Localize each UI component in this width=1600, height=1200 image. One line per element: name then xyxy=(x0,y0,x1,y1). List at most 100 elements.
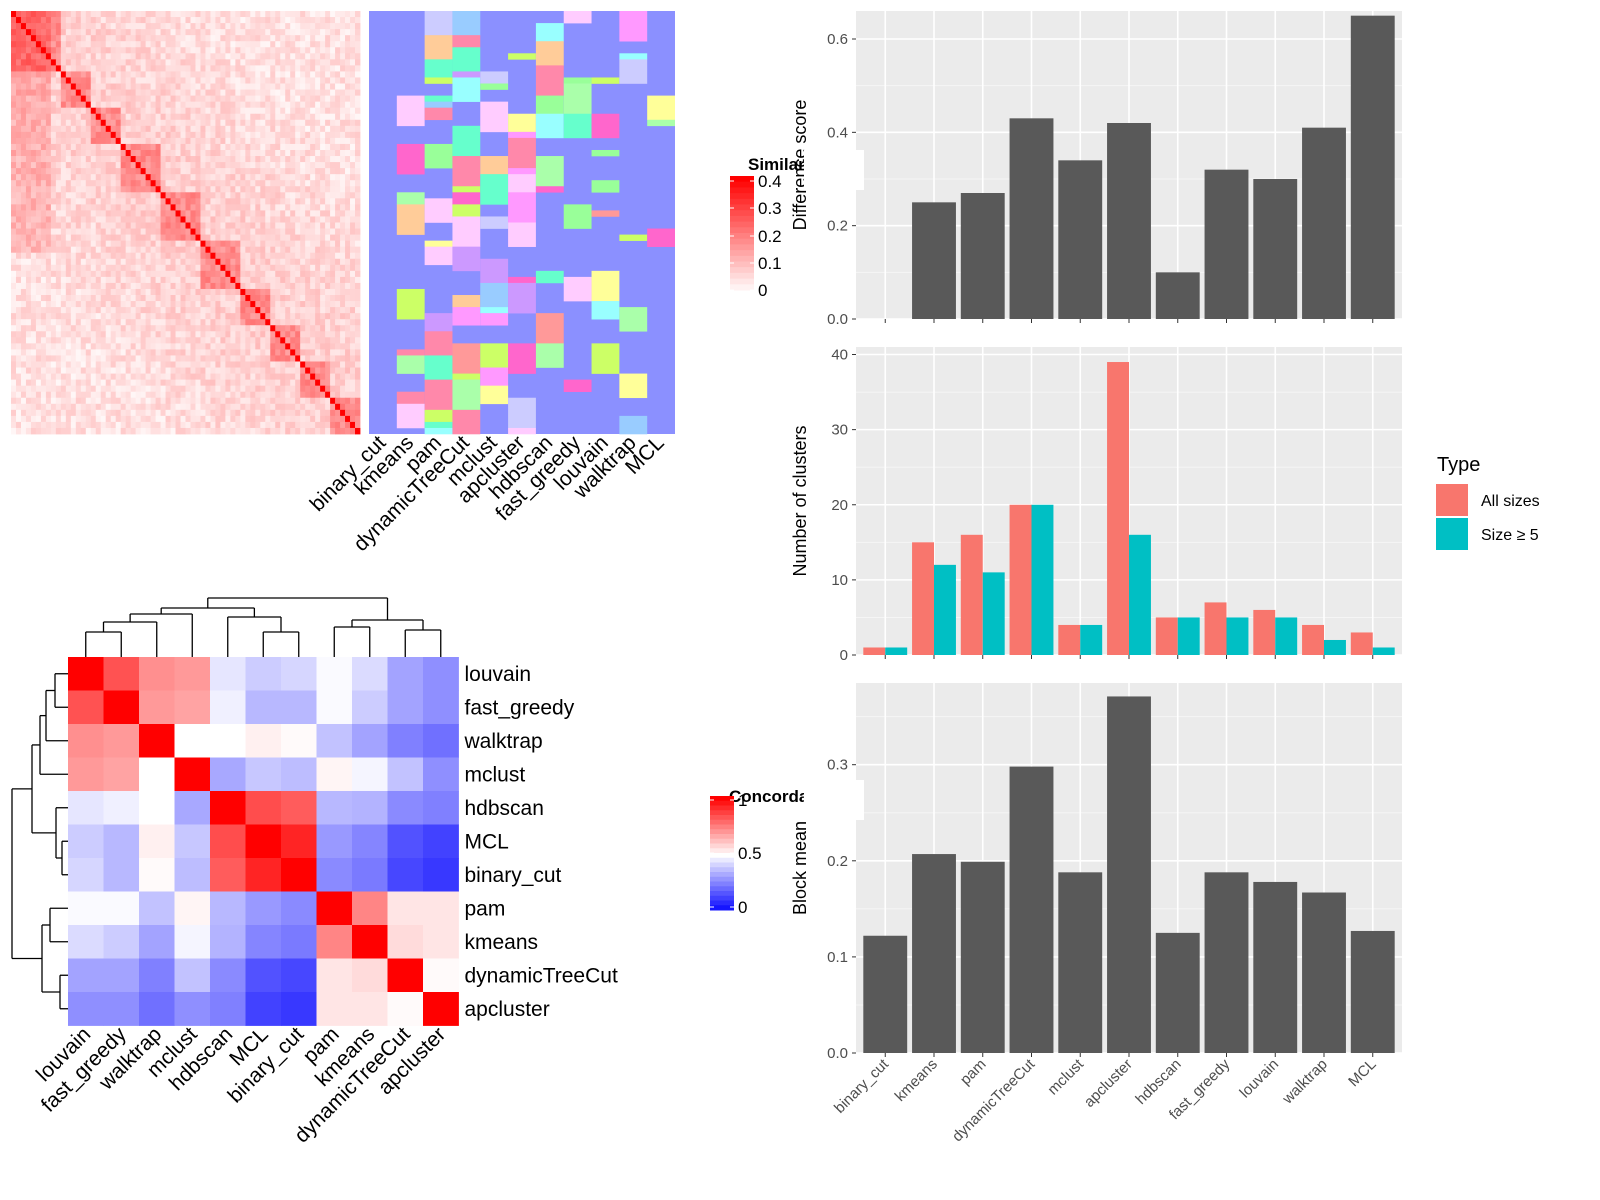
similarity-cell xyxy=(355,168,361,175)
similarity-cell xyxy=(280,270,286,278)
similarity-cell xyxy=(315,307,321,314)
similarity-cell xyxy=(305,373,311,381)
similarity-cell xyxy=(11,59,17,66)
similarity-cell xyxy=(95,270,102,278)
similarity-cell xyxy=(150,83,156,90)
similarity-cell xyxy=(245,29,251,36)
similarity-cell xyxy=(25,143,32,151)
similarity-cell xyxy=(315,403,321,411)
similarity-cell xyxy=(355,234,361,242)
similarity-cell xyxy=(295,313,301,320)
similarity-cell xyxy=(225,234,231,242)
similarity-cell xyxy=(210,149,216,157)
similarity-cell xyxy=(120,65,127,72)
similarity-cell xyxy=(30,192,37,199)
similarity-cell xyxy=(285,101,291,109)
similarity-cell xyxy=(165,325,171,332)
similarity-cell xyxy=(310,143,316,151)
similarity-cell xyxy=(125,107,132,115)
similarity-cell xyxy=(25,149,32,157)
similarity-cell xyxy=(130,23,137,30)
similarity-cell xyxy=(305,282,311,290)
cluster-cell xyxy=(452,35,481,48)
similarity-cell xyxy=(205,65,211,72)
similarity-cell xyxy=(355,427,361,435)
similarity-cell xyxy=(215,95,221,103)
similarity-cell xyxy=(295,186,301,193)
similarity-cell xyxy=(130,276,137,284)
similarity-cell xyxy=(350,313,356,320)
similarity-cell xyxy=(250,41,256,48)
similarity-cell xyxy=(320,288,326,296)
similarity-cell xyxy=(180,168,186,175)
similarity-cell xyxy=(255,228,261,235)
similarity-cell xyxy=(90,65,97,72)
similarity-cell xyxy=(290,204,296,211)
similarity-cell xyxy=(35,174,42,181)
similarity-cell xyxy=(265,71,271,78)
similarity-cell xyxy=(215,210,221,217)
similarity-cell xyxy=(80,180,87,187)
similarity-cell xyxy=(25,198,32,205)
similarity-cell xyxy=(180,59,186,66)
similarity-cell xyxy=(200,17,206,24)
similarity-cell xyxy=(50,204,57,211)
similarity-cell xyxy=(160,301,166,308)
similarity-cell xyxy=(110,222,117,229)
similarity-cell xyxy=(230,162,236,169)
similarity-cell xyxy=(255,53,261,60)
similarity-cell xyxy=(145,391,151,399)
similarity-cell xyxy=(15,119,22,127)
similarity-cell xyxy=(185,204,191,211)
similarity-cell xyxy=(295,403,301,411)
similarity-cell xyxy=(345,113,351,121)
similarity-cell xyxy=(65,379,72,387)
similarity-cell xyxy=(130,216,137,223)
similarity-cell xyxy=(330,101,336,109)
similarity-cell xyxy=(145,35,151,42)
similarity-cell xyxy=(250,276,256,284)
similarity-cell xyxy=(65,367,72,374)
similarity-cell xyxy=(60,41,67,48)
similarity-cell xyxy=(125,119,132,127)
similarity-cell xyxy=(145,47,151,54)
similarity-cell xyxy=(315,83,321,90)
similarity-cell xyxy=(105,71,112,78)
similarity-cell xyxy=(175,252,181,260)
similarity-cell xyxy=(45,337,52,344)
similarity-cell xyxy=(290,137,296,145)
similarity-cell xyxy=(305,131,311,139)
cluster-cell xyxy=(452,77,481,102)
similarity-cell xyxy=(225,210,231,217)
similarity-cell xyxy=(130,355,137,362)
similarity-cell xyxy=(100,180,107,187)
similarity-cell xyxy=(110,373,117,381)
similarity-cell xyxy=(205,319,211,326)
similarity-cell xyxy=(180,180,186,187)
similarity-cell xyxy=(280,276,286,284)
similarity-cell xyxy=(165,361,171,368)
similarity-cell xyxy=(305,295,311,302)
similarity-cell xyxy=(225,174,231,181)
similarity-cell xyxy=(270,276,276,284)
similarity-cell xyxy=(200,337,206,344)
similarity-cell xyxy=(160,337,166,344)
similarity-cell xyxy=(11,319,17,326)
similarity-cell xyxy=(265,385,271,393)
similarity-cell xyxy=(155,29,161,36)
similarity-cell xyxy=(80,301,87,308)
similarity-cell xyxy=(135,258,142,266)
similarity-cell xyxy=(215,53,221,60)
similarity-cell xyxy=(250,403,256,411)
similarity-cell xyxy=(65,391,72,399)
similarity-cell xyxy=(225,198,231,205)
similarity-cell xyxy=(355,107,361,115)
similarity-cell xyxy=(255,409,261,417)
similarity-cell xyxy=(320,276,326,284)
similarity-cell xyxy=(315,101,321,109)
similarity-cell xyxy=(325,210,331,217)
similarity-cell xyxy=(125,23,132,30)
similarity-cell xyxy=(350,53,356,60)
similarity-cell xyxy=(185,35,191,42)
similarity-cell xyxy=(220,77,226,84)
